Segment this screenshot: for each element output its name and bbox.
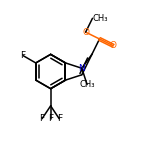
Text: N: N: [78, 64, 85, 73]
Text: F: F: [40, 114, 45, 123]
Text: CH₃: CH₃: [79, 80, 95, 89]
Text: CH₃: CH₃: [92, 14, 108, 23]
Text: F: F: [21, 51, 26, 60]
Text: O: O: [82, 28, 89, 37]
Text: F: F: [48, 114, 53, 123]
Text: O: O: [110, 41, 117, 50]
Text: F: F: [57, 114, 62, 123]
